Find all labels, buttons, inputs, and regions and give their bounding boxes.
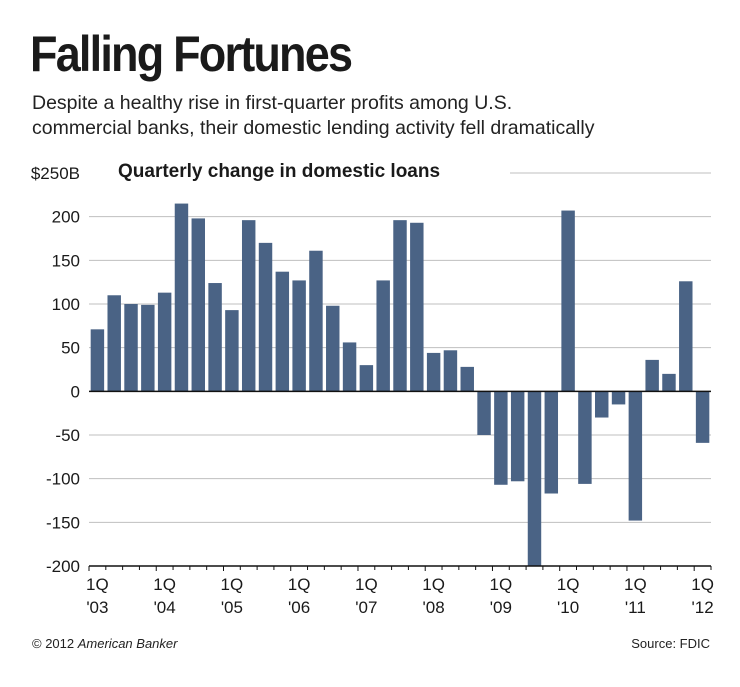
bar-3Q06	[326, 305, 340, 392]
bar-1Q11	[628, 391, 643, 521]
bar-1Q08	[426, 352, 441, 392]
bar-2Q11	[645, 359, 659, 392]
bar-2Q10	[578, 391, 592, 484]
bar-2Q03	[107, 295, 121, 392]
subtitle-line-1: Despite a healthy rise in first-quarter …	[32, 92, 513, 114]
x-tick-quarter: 1Q	[691, 575, 714, 594]
bar-4Q11	[679, 281, 693, 392]
bar-3Q07	[393, 220, 407, 392]
axes	[88, 390, 712, 571]
bar-2Q04	[174, 203, 189, 392]
x-tick-year: '04	[154, 598, 176, 617]
x-tick-quarter: 1Q	[86, 575, 109, 594]
x-tick-year: '11	[625, 598, 646, 617]
bar-1Q10	[561, 210, 575, 392]
x-tick-year: '06	[288, 598, 310, 617]
bar-4Q06	[342, 342, 357, 392]
y-tick-label: -200	[46, 557, 80, 576]
source-note: Source: FDIC	[631, 636, 710, 651]
bar-4Q09	[544, 391, 559, 494]
bar-3Q03	[124, 304, 138, 392]
bar-3Q08	[460, 366, 474, 392]
x-tick-year: '10	[557, 598, 579, 617]
bar-1Q03	[90, 329, 105, 392]
y-tick-label: 100	[52, 295, 80, 314]
y-tick-label: -100	[46, 470, 80, 489]
bar-2Q09	[510, 391, 525, 482]
bar-3Q10	[595, 391, 609, 418]
y-tick-label: 0	[71, 382, 80, 401]
y-tick-label: 200	[52, 208, 80, 227]
y-tick-label: 150	[52, 251, 80, 270]
bar-3Q05	[258, 242, 273, 392]
x-tick-labels: 1Q '03 1Q '04 1Q '05 1Q '06 1Q '07 1Q '08 1Q '09 1Q '10…	[86, 575, 714, 617]
bar-3Q11	[662, 373, 676, 392]
bar-1Q04	[157, 292, 172, 392]
bar-2Q08	[443, 350, 458, 392]
bar-4Q07	[410, 222, 424, 392]
chart-series-title: Quarterly change in domestic loans	[118, 161, 440, 182]
y-tick-label: -150	[46, 513, 80, 532]
bar-2Q06	[309, 250, 323, 392]
bar-2Q07	[376, 280, 390, 392]
x-tick-quarter: 1Q	[624, 575, 647, 594]
x-tick-quarter: 1Q	[557, 575, 580, 594]
bars	[90, 203, 710, 566]
bar-4Q08	[477, 391, 491, 435]
x-tick-year: '03	[86, 598, 108, 617]
x-tick-year: '09	[490, 598, 512, 617]
y-tick-label: -50	[55, 426, 80, 445]
y-tick-label: $250B	[31, 164, 80, 183]
bar-1Q05	[225, 310, 239, 392]
bar-1Q07	[359, 365, 374, 392]
x-tick-quarter: 1Q	[422, 575, 445, 594]
bar-4Q10	[611, 391, 626, 405]
copyright-notice: © 2012 American Banker	[32, 636, 177, 651]
bar-4Q05	[275, 271, 290, 392]
y-tick-labels: $250B 200 150 100 50 0 -50 -100 -150 -200	[31, 164, 80, 576]
chart-title: Falling Fortunes	[30, 26, 353, 82]
bar-4Q04	[208, 283, 222, 392]
bar-4Q03	[141, 304, 155, 392]
x-tick-quarter: 1Q	[153, 575, 176, 594]
bar-1Q06	[292, 280, 306, 392]
x-tick-quarter: 1Q	[288, 575, 311, 594]
x-tick-quarter: 1Q	[490, 575, 513, 594]
bar-2Q05	[241, 220, 256, 392]
x-tick-year: '12	[692, 598, 714, 617]
bar-3Q04	[191, 218, 205, 392]
bar-1Q09	[494, 391, 508, 485]
x-tick-year: '08	[423, 598, 445, 617]
x-tick-year: '05	[221, 598, 243, 617]
chart-subtitle: Despite a healthy rise in first-quarter …	[32, 91, 594, 141]
copyright-text: © 2012	[32, 636, 75, 651]
publisher-name: American Banker	[77, 636, 178, 651]
x-tick-quarter: 1Q	[355, 575, 378, 594]
bar-1Q12	[695, 391, 710, 443]
x-tick-year: '07	[355, 598, 377, 617]
bar-3Q09	[527, 391, 542, 566]
x-tick-quarter: 1Q	[221, 575, 244, 594]
subtitle-line-2: commercial banks, their domestic lending…	[32, 117, 595, 139]
y-tick-label: 50	[61, 339, 80, 358]
